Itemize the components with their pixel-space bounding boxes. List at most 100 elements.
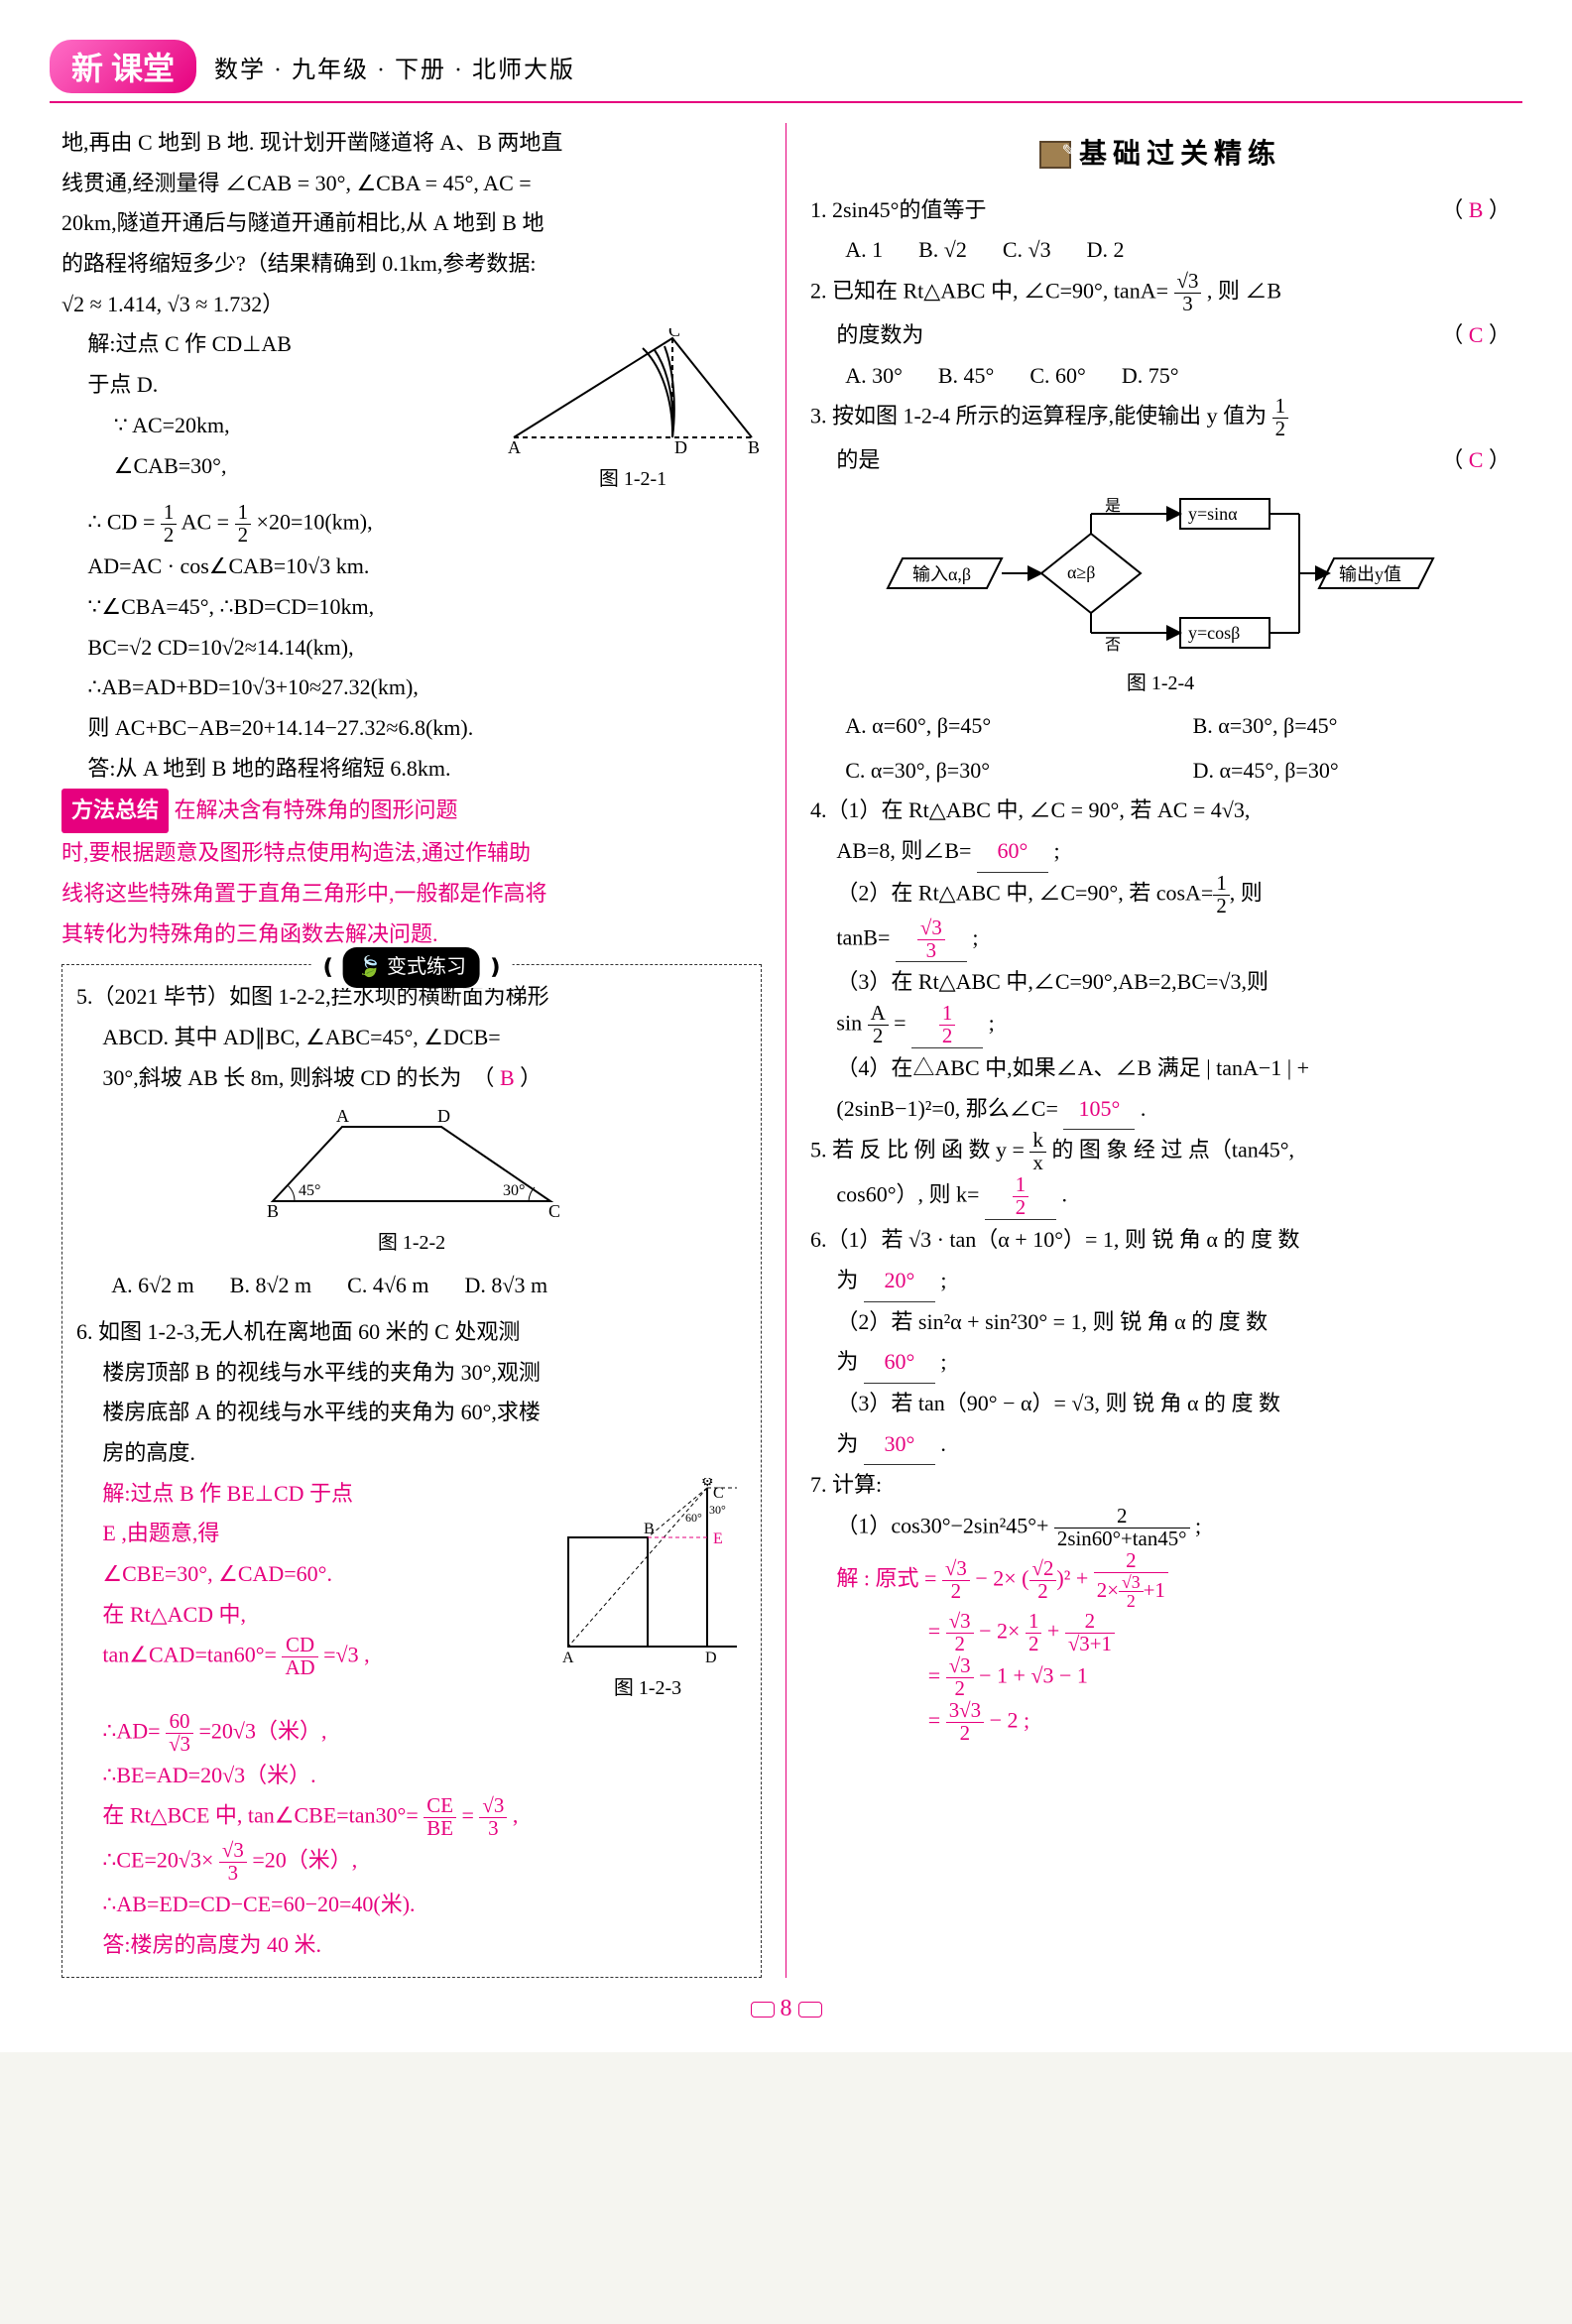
text-line: 解 : 原式 = √32 − 2× (√22)² + 22×√32+1 xyxy=(836,1550,1511,1611)
text-line: 地,再由 C 地到 B 地. 现计划开凿隧道将 A、B 两地直 xyxy=(61,123,762,164)
text-line: ∵∠CBA=45°, ∴BD=CD=10km, xyxy=(87,587,762,628)
text-line: 为 20° ; xyxy=(810,1261,1511,1302)
problem-intro: 地,再由 C 地到 B 地. 现计划开凿隧道将 A、B 两地直 线贯通,经测量得… xyxy=(61,123,762,324)
text-line: = 3√32 − 2 ; xyxy=(836,1700,1511,1745)
answer-blank: √33 xyxy=(896,917,967,963)
section-title-bar: 基础过关精练 xyxy=(810,129,1511,181)
text-line: （2）若 sin²α + sin²30° = 1, 则 锐 角 α 的 度 数 xyxy=(810,1302,1511,1343)
figure-caption: 图 1-2-4 xyxy=(810,666,1511,702)
text-line: 6.（1）若 √3 · tan（α + 10°）= 1, 则 锐 角 α 的 度… xyxy=(810,1220,1511,1261)
text-line: ∠CBE=30°, ∠CAD=60°. xyxy=(102,1554,539,1595)
text-line: 6. 如图 1-2-3,无人机在离地面 60 米的 C 处观测 xyxy=(76,1312,747,1353)
choice: A. 6√2 m xyxy=(111,1266,194,1306)
q7-solution: 解 : 原式 = √32 − 2× (√22)² + 22×√32+1 = √3… xyxy=(810,1550,1511,1745)
q5: 5.（2021 毕节）如图 1-2-2,拦水坝的横断面为梯形 ABCD. 其中 … xyxy=(76,977,747,1306)
text-line: √2 ≈ 1.414, √3 ≈ 1.732） xyxy=(61,285,762,325)
rq3-choices: A. α=60°, β=45° B. α=30°, β=45° C. α=30°… xyxy=(810,706,1511,791)
text-line: 答:从 A 地到 B 地的路程将缩短 6.8km. xyxy=(87,749,762,790)
text-line: ∵ AC=20km, xyxy=(87,406,494,446)
svg-text:y=cosβ: y=cosβ xyxy=(1188,623,1240,643)
choice: B. 8√2 m xyxy=(230,1266,311,1306)
svg-text:输出y值: 输出y值 xyxy=(1339,564,1401,584)
figure-1-2-4: 输入α,β α≥β 是 y=sinα 否 y=cosβ xyxy=(883,489,1438,658)
text-line: 时,要根据题意及图形特点使用构造法,通过作辅助 xyxy=(61,833,762,874)
rq5: 5. 若 反 比 例 函 数 y = kx 的 图 象 经 过 点（tan45°… xyxy=(810,1130,1511,1220)
page-number: 8 xyxy=(50,1996,1522,2022)
text-line: 的度数为 xyxy=(836,315,923,356)
figure-caption: 图 1-2-1 xyxy=(504,461,762,498)
choice: B. α=30°, β=45° xyxy=(1193,706,1511,747)
rq1: 1. 2sin45°的值等于 （ B ） A. 1 B. √2 C. √3 D.… xyxy=(810,190,1511,271)
text-line: （1）cos30°−2sin²45°+ 22sin60°+tan45° ; xyxy=(810,1506,1511,1550)
text-line: 的路程将缩短多少?（结果精确到 0.1km,参考数据: xyxy=(61,244,762,285)
header-subtitle: 数学 · 九年级 · 下册 · 北师大版 xyxy=(214,50,575,84)
answer-blank: 60° xyxy=(977,831,1048,873)
choice: B. √2 xyxy=(918,230,967,271)
rq3: 3. 按如图 1-2-4 所示的运算程序,能使输出 y 值为 12 的是 （ C… xyxy=(810,396,1511,791)
svg-text:α≥β: α≥β xyxy=(1067,562,1095,582)
answer-blank: 12 xyxy=(985,1174,1056,1220)
choice: B. 45° xyxy=(938,356,994,397)
text-line: tan∠CAD=tan60°= CDAD =√3 , xyxy=(102,1635,539,1679)
notebook-icon xyxy=(1039,141,1071,169)
variant-exercise-box: ❪ 🍃 变式练习 ❫ 5.（2021 毕节）如图 1-2-2,拦水坝的横断面为梯… xyxy=(61,964,762,1978)
svg-text:45°: 45° xyxy=(299,1182,320,1199)
text-line: 在 Rt△ACD 中, xyxy=(102,1595,539,1636)
solution-cont: ∴ CD = 12 AC = 12 ×20=10(km), AD=AC · co… xyxy=(87,502,762,789)
figure-caption: 图 1-2-3 xyxy=(548,1670,747,1707)
answer-letter: C xyxy=(1469,447,1484,472)
answer-blank: 20° xyxy=(864,1261,935,1302)
method-label: 方法总结 xyxy=(61,789,169,833)
q5-choices: A. 6√2 m B. 8√2 m C. 4√6 m D. 8√3 m xyxy=(76,1266,747,1306)
text-line: cos60°）, 则 k= 12 . xyxy=(810,1174,1511,1220)
text-line: 1. 2sin45°的值等于 xyxy=(810,190,986,231)
choice: A. α=60°, β=45° xyxy=(845,706,1162,747)
solution-with-figure: 解:过点 C 作 CD⊥AB 于点 D. ∵ AC=20km, ∠CAB=30°… xyxy=(61,324,762,502)
text-line: = √32 − 2× 12 + 2√3+1 xyxy=(836,1611,1511,1655)
figure-1-2-2: B A D C 45° 30° 图 1-2-2 xyxy=(76,1102,747,1262)
svg-text:C: C xyxy=(713,1485,724,1502)
rq4: 4.（1）在 Rt△ABC 中, ∠C = 90°, 若 AC = 4√3, A… xyxy=(810,791,1511,1130)
text-line: tanB= √33 ; xyxy=(810,917,1511,963)
svg-text:30°: 30° xyxy=(503,1182,525,1199)
text-line: （3）若 tan（90° − α）= √3, 则 锐 角 α 的 度 数 xyxy=(810,1384,1511,1424)
text-line: 为 60° ; xyxy=(810,1342,1511,1384)
answer-letter: B xyxy=(500,1065,515,1090)
choice: A. 1 xyxy=(845,230,883,271)
svg-text:B: B xyxy=(644,1521,655,1537)
text-line: AD=AC · cos∠CAB=10√3 km. xyxy=(87,547,762,587)
svg-text:B: B xyxy=(267,1201,279,1221)
text-line: 楼房底部 A 的视线与水平线的夹角为 60°,求楼 xyxy=(76,1393,747,1433)
left-column: 地,再由 C 地到 B 地. 现计划开凿隧道将 A、B 两地直 线贯通,经测量得… xyxy=(50,123,786,1978)
rq1-choices: A. 1 B. √2 C. √3 D. 2 xyxy=(810,230,1511,271)
text-line: 5. 若 反 比 例 函 数 y = kx 的 图 象 经 过 点（tan45°… xyxy=(810,1130,1511,1174)
choice: D. α=45°, β=30° xyxy=(1193,751,1511,792)
answer-blank: 30° xyxy=(864,1424,935,1466)
q6: 6. 如图 1-2-3,无人机在离地面 60 米的 C 处观测 楼房顶部 B 的… xyxy=(76,1312,747,1965)
text-line: 解:过点 B 作 BE⊥CD 于点 xyxy=(102,1474,539,1515)
choice: A. 30° xyxy=(845,356,903,397)
text-line: 30°,斜坡 AB 长 8m, 则斜坡 CD 的长为 （ B ） xyxy=(76,1058,747,1099)
text-line: ABCD. 其中 AD∥BC, ∠ABC=45°, ∠DCB= xyxy=(76,1018,747,1058)
text-line: ∴CE=20√3× √33 =20（米）, xyxy=(102,1840,747,1885)
choice: D. 8√3 m xyxy=(465,1266,548,1306)
choice: C. α=30°, β=30° xyxy=(845,751,1162,792)
text-line: 2. 已知在 Rt△ABC 中, ∠C=90°, tanA= √33 , 则 ∠… xyxy=(810,271,1511,315)
method-summary: 方法总结 在解决含有特殊角的图形问题 时,要根据题意及图形特点使用构造法,通过作… xyxy=(61,789,762,954)
text-line: sin A2 = 12 ; xyxy=(810,1003,1511,1048)
answer-letter: C xyxy=(1469,322,1484,347)
text-line: = √32 − 1 + √3 − 1 xyxy=(836,1655,1511,1700)
text-line: E ,由题意,得 xyxy=(102,1514,539,1554)
text-line: ∴BE=AD=20√3（米）. xyxy=(102,1756,747,1796)
svg-text:A: A xyxy=(508,437,521,457)
svg-text:30°: 30° xyxy=(709,1503,726,1517)
text-line: 7. 计算: xyxy=(810,1465,1511,1506)
text-line: （2）在 Rt△ABC 中, ∠C=90°, 若 cosA=12, 则 xyxy=(810,873,1511,917)
svg-text:y=sinα: y=sinα xyxy=(1188,504,1238,524)
text-line: 解:过点 C 作 CD⊥AB xyxy=(87,324,494,365)
choice: D. 75° xyxy=(1122,356,1179,397)
rq2: 2. 已知在 Rt△ABC 中, ∠C=90°, tanA= √33 , 则 ∠… xyxy=(810,271,1511,396)
leaf-icon: 🍃 变式练习 xyxy=(343,947,480,988)
text-line: AB=8, 则∠B= 60° ; xyxy=(810,831,1511,873)
text-line: 4.（1）在 Rt△ABC 中, ∠C = 90°, 若 AC = 4√3, xyxy=(810,791,1511,831)
